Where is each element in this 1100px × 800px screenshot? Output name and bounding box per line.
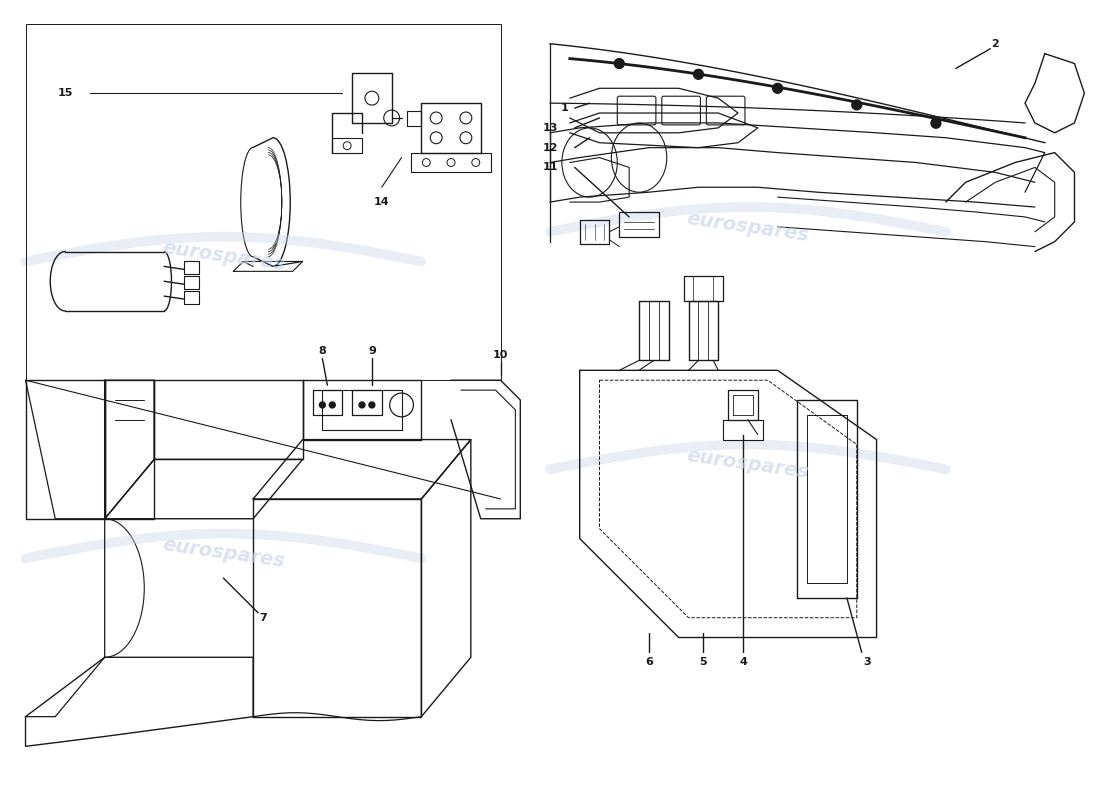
Text: 8: 8	[319, 346, 327, 355]
Text: eurospares: eurospares	[161, 535, 286, 571]
Text: 15: 15	[57, 88, 73, 98]
Circle shape	[851, 100, 861, 110]
Text: eurospares: eurospares	[685, 446, 811, 482]
Text: 14: 14	[374, 197, 389, 207]
Circle shape	[319, 402, 326, 408]
Text: 1: 1	[561, 103, 569, 113]
Text: 5: 5	[700, 658, 707, 667]
Circle shape	[329, 402, 336, 408]
Text: 3: 3	[862, 658, 870, 667]
Text: 12: 12	[542, 142, 558, 153]
Circle shape	[772, 83, 782, 94]
Circle shape	[614, 58, 624, 69]
Text: 10: 10	[493, 350, 508, 361]
Text: 9: 9	[367, 346, 376, 355]
Circle shape	[693, 70, 703, 79]
Circle shape	[359, 402, 365, 408]
Text: 11: 11	[542, 162, 558, 173]
Circle shape	[368, 402, 375, 408]
Text: eurospares: eurospares	[685, 209, 811, 245]
Circle shape	[931, 118, 940, 128]
Text: 6: 6	[645, 658, 653, 667]
Text: 7: 7	[260, 613, 267, 622]
Text: 13: 13	[542, 123, 558, 133]
Text: eurospares: eurospares	[161, 238, 286, 274]
Text: 2: 2	[991, 38, 999, 49]
Text: 4: 4	[739, 658, 747, 667]
